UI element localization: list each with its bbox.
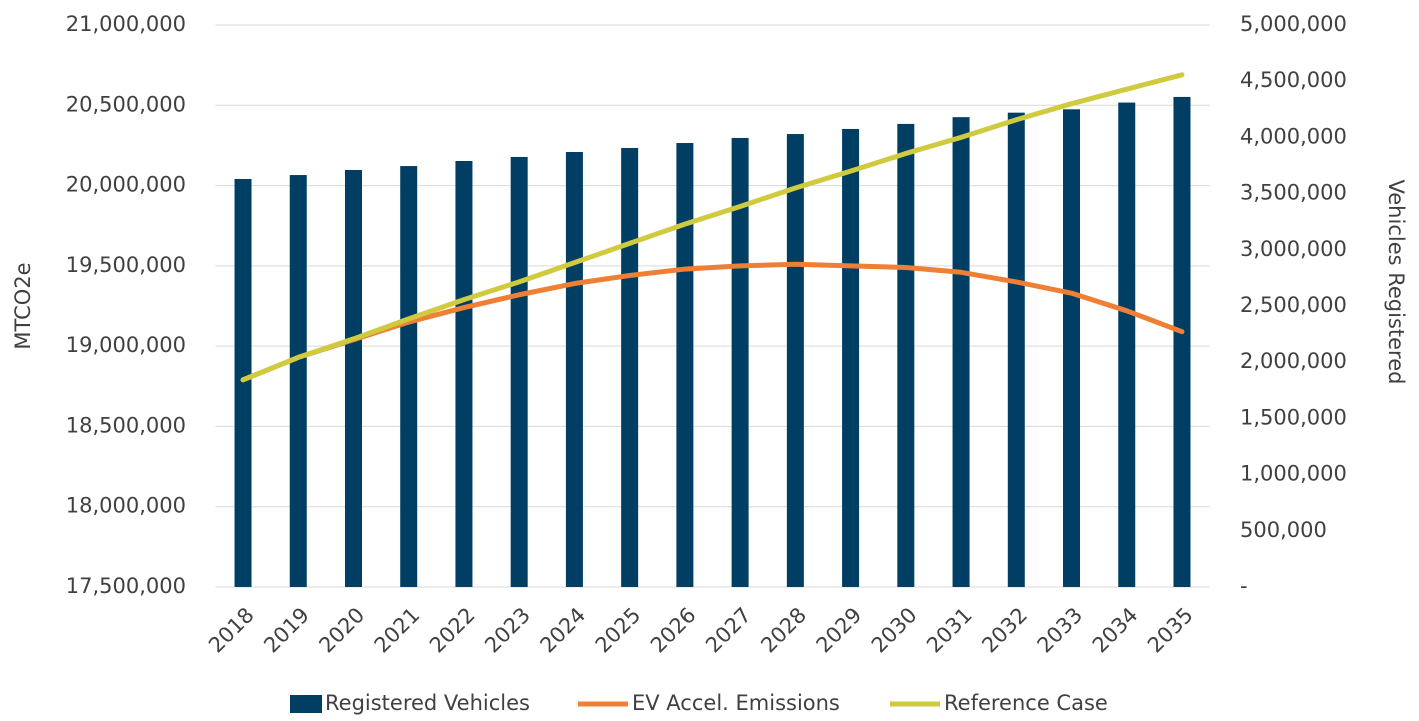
- y2-tick-label: 1,000,000: [1240, 462, 1347, 486]
- y-tick-label: 19,500,000: [66, 253, 186, 277]
- x-tick-label: 2019: [259, 603, 314, 658]
- x-tick-label: 2033: [1033, 603, 1088, 658]
- legend-label: EV Accel. Emissions: [632, 691, 840, 715]
- bar: [952, 117, 970, 587]
- y2-tick-label: -: [1240, 574, 1248, 598]
- bar: [565, 152, 583, 587]
- y2-tick-label: 5,000,000: [1240, 12, 1347, 36]
- x-tick-label: 2032: [977, 603, 1032, 658]
- x-tick-label: 2024: [535, 603, 590, 658]
- y2-tick-label: 2,500,000: [1240, 293, 1347, 317]
- bar: [842, 128, 860, 587]
- x-tick-label: 2030: [867, 603, 922, 658]
- bar: [455, 161, 473, 587]
- bar: [621, 147, 639, 587]
- x-tick-label: 2029: [812, 603, 867, 658]
- y2-tick-label: 500,000: [1240, 518, 1327, 542]
- x-tick-label: 2031: [922, 603, 977, 658]
- bar: [289, 175, 307, 587]
- y-tick-label: 19,000,000: [66, 333, 186, 357]
- x-tick-label: 2018: [204, 603, 259, 658]
- bar: [676, 143, 694, 587]
- x-tick-label: 2035: [1143, 603, 1198, 658]
- x-tick-label: 2026: [646, 603, 701, 658]
- y2-axis-title: Vehicles Registered: [1384, 180, 1408, 385]
- bar: [731, 137, 749, 587]
- line: [240, 72, 1185, 383]
- bar: [400, 166, 418, 587]
- y-tick-label: 21,000,000: [66, 12, 186, 36]
- x-tick-label: 2022: [425, 603, 480, 658]
- y2-tick-label: 4,000,000: [1240, 124, 1347, 148]
- legend-label: Registered Vehicles: [325, 691, 530, 715]
- y2-tick-label: 1,500,000: [1240, 405, 1347, 429]
- y-tick-label: 18,000,000: [66, 494, 186, 518]
- bar: [786, 134, 804, 587]
- y-tick-label: 17,500,000: [66, 574, 186, 598]
- x-tick-label: 2020: [314, 603, 369, 658]
- y2-tick-label: 3,500,000: [1240, 181, 1347, 205]
- legend-swatch: [290, 695, 322, 713]
- y-tick-label: 20,000,000: [66, 173, 186, 197]
- y2-tick-label: 3,000,000: [1240, 237, 1347, 261]
- y2-tick-label: 2,000,000: [1240, 349, 1347, 373]
- bar: [234, 178, 252, 587]
- y-tick-label: 18,500,000: [66, 413, 186, 437]
- legend-label: Reference Case: [944, 691, 1108, 715]
- bar: [1118, 102, 1136, 587]
- bar: [510, 156, 528, 588]
- x-tick-label: 2021: [370, 603, 425, 658]
- x-tick-label: 2027: [701, 603, 756, 658]
- bar: [1173, 96, 1191, 587]
- bar: [897, 123, 915, 588]
- y2-tick-label: 4,500,000: [1240, 68, 1347, 92]
- x-tick-label: 2025: [591, 603, 646, 658]
- bar: [1063, 109, 1081, 588]
- x-tick-label: 2023: [480, 603, 535, 658]
- bar: [344, 169, 362, 587]
- y-tick-label: 20,500,000: [66, 92, 186, 116]
- y-axis-title: MTCO2e: [11, 262, 35, 349]
- x-tick-label: 2034: [1088, 603, 1143, 658]
- bar: [1007, 112, 1025, 587]
- line: [240, 261, 1185, 383]
- x-tick-label: 2028: [756, 603, 811, 658]
